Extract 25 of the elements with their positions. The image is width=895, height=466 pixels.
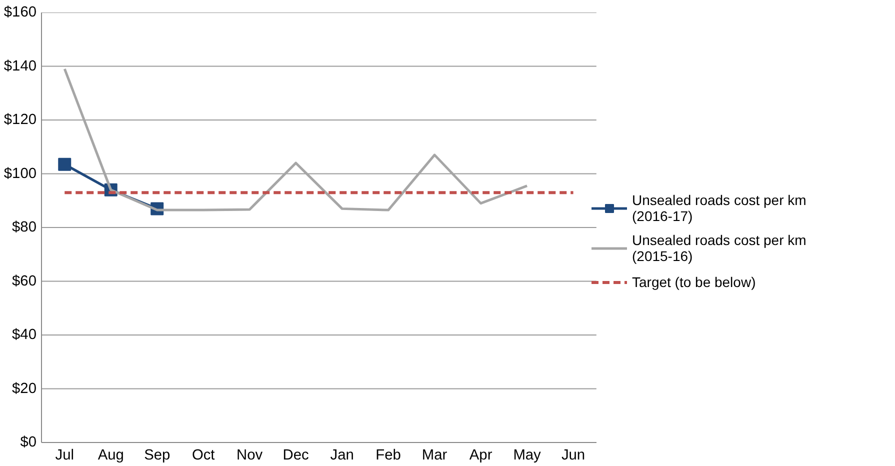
y-tick-label: $40 [12, 327, 37, 343]
x-tick-label: Sep [144, 448, 170, 464]
x-tick-label: Feb [376, 448, 401, 464]
y-tick-label: $160 [4, 4, 37, 20]
y-tick-label: $60 [12, 273, 37, 290]
x-tick-label: Oct [192, 448, 215, 464]
x-tick-label: May [513, 448, 542, 464]
legend-label: Unsealed roads cost per km (2016-17) [632, 192, 806, 224]
y-tick-label: $0 [20, 434, 37, 450]
x-tick-label: Mar [422, 448, 448, 464]
x-tick-label: Aug [98, 448, 124, 464]
legend-label: Unsealed roads cost per km (2015-16) [632, 232, 806, 264]
x-tick-label: Nov [236, 448, 264, 464]
y-tick-label: $140 [4, 58, 37, 74]
legend-label: Target (to be below) [632, 274, 756, 290]
y-tick-label: $100 [4, 166, 37, 182]
x-tick-label: Apr [469, 448, 492, 464]
x-tick-label: Jul [55, 448, 74, 464]
x-tick-label: Jun [561, 448, 586, 464]
y-tick-label: $20 [12, 380, 37, 397]
point [58, 158, 72, 171]
x-tick-label: Jan [330, 448, 354, 464]
y-tick-label: $120 [4, 112, 37, 128]
y-tick-label: $80 [12, 220, 37, 236]
x-tick-label: Dec [282, 448, 309, 464]
